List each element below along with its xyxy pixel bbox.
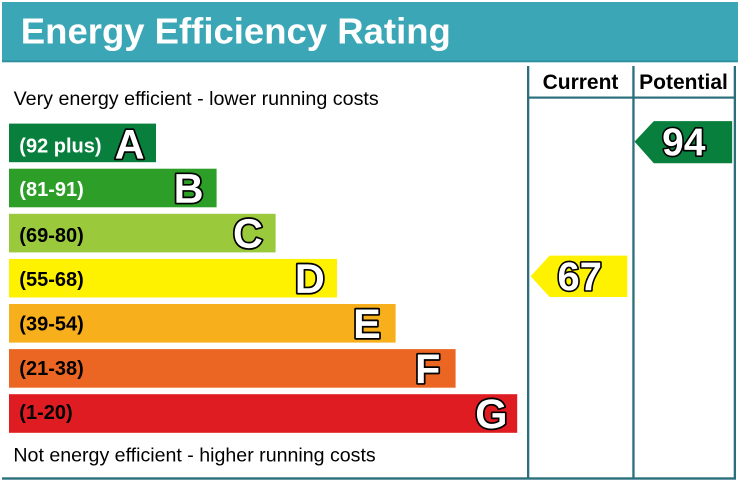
svg-text:Not energy efficient - higher: Not energy efficient - higher running co…	[13, 445, 376, 467]
svg-text:(39-54): (39-54)	[19, 314, 83, 336]
svg-text:Potential: Potential	[639, 71, 728, 94]
svg-text:Energy Efficiency Rating: Energy Efficiency Rating	[21, 11, 451, 52]
svg-text:(81-91): (81-91)	[19, 179, 83, 201]
svg-text:(21-38): (21-38)	[19, 358, 83, 380]
svg-text:(92 plus): (92 plus)	[19, 136, 101, 158]
svg-text:(1-20): (1-20)	[19, 402, 72, 424]
svg-text:(55-68): (55-68)	[19, 269, 83, 291]
svg-text:Current: Current	[543, 71, 619, 94]
svg-text:(69-80): (69-80)	[19, 225, 83, 247]
svg-text:Very energy efficient - lower: Very energy efficient - lower running co…	[14, 88, 379, 110]
